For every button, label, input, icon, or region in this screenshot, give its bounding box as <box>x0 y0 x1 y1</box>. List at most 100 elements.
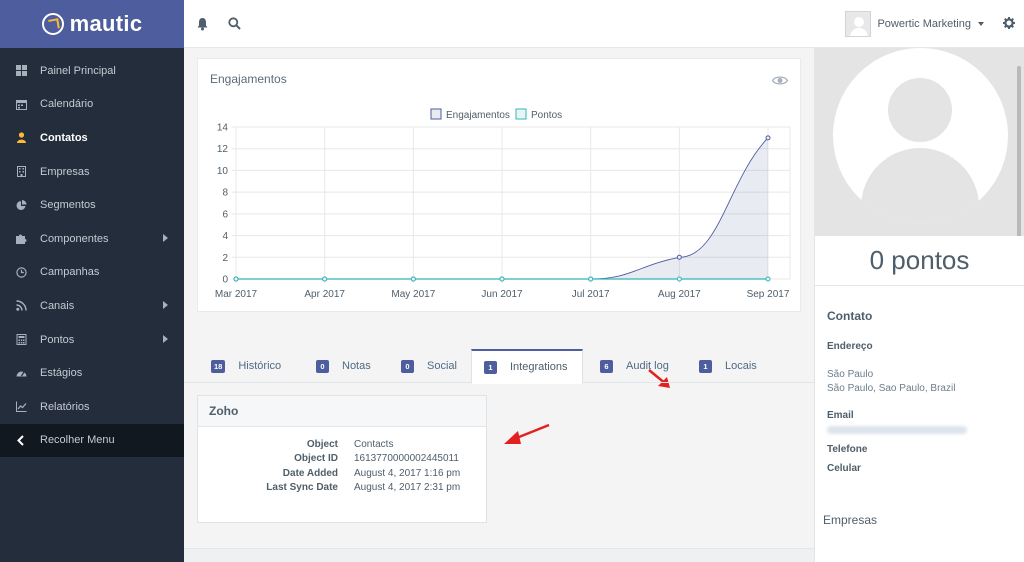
detail-key: Object <box>306 438 338 450</box>
y-tick-label: 10 <box>217 166 229 177</box>
user-menu[interactable]: Powertic Marketing <box>845 11 984 37</box>
detail-row: Date Added August 4, 2017 1:16 pm <box>198 466 486 481</box>
nav-item-campanhas[interactable]: Campanhas <box>0 256 184 290</box>
x-tick-label: Jul 2017 <box>572 289 610 300</box>
x-tick-label: Jun 2017 <box>481 289 523 300</box>
legend-label: Pontos <box>531 110 562 121</box>
y-tick-label: 0 <box>222 275 228 286</box>
submenu-caret-icon <box>163 334 168 343</box>
tab-historico[interactable]: 18 Histórico <box>199 349 293 383</box>
detail-key: Object ID <box>294 453 338 465</box>
avatar <box>845 11 872 37</box>
rss-icon <box>15 300 27 312</box>
companies-title: Empresas <box>823 513 878 527</box>
search-icon[interactable] <box>226 16 242 32</box>
nav-item-empresas[interactable]: Empresas <box>0 155 184 189</box>
contact-section-title: Contato <box>827 309 873 323</box>
detail-value: August 4, 2017 1:16 pm <box>354 467 461 479</box>
nav-label: Canais <box>40 299 75 312</box>
data-point-pontos <box>233 276 239 282</box>
legend-swatch <box>430 108 442 120</box>
nav-item-relatorios[interactable]: Relatórios <box>0 390 184 424</box>
detail-key: Last Sync Date <box>266 482 338 494</box>
y-tick-label: 8 <box>222 188 228 199</box>
y-tick-label: 12 <box>217 144 229 155</box>
dashboard-icon <box>15 65 27 77</box>
puzzle-icon <box>15 233 27 245</box>
tab-label: Integrations <box>510 361 568 373</box>
y-tick-label: 2 <box>222 253 228 264</box>
chevron-down-icon <box>978 22 984 26</box>
nav-label: Contatos <box>40 131 88 144</box>
tab-notas[interactable]: 0 Notas <box>304 349 383 383</box>
x-tick-label: Apr 2017 <box>304 289 345 300</box>
data-point-engajamentos <box>676 254 682 260</box>
data-point-pontos <box>410 276 416 282</box>
user-name: Powertic Marketing <box>877 18 971 30</box>
logo-text: mautic <box>69 11 143 36</box>
detail-row: Last Sync Date August 4, 2017 2:31 pm <box>198 481 486 496</box>
collapse-menu-button[interactable]: Recolher Menu <box>0 423 184 458</box>
gear-icon[interactable] <box>1003 16 1015 34</box>
nav-item-painel-principal[interactable]: Painel Principal <box>0 54 184 88</box>
x-tick-label: Aug 2017 <box>658 289 701 300</box>
nav-item-componentes[interactable]: Componentes <box>0 222 184 256</box>
detail-value: 1613770000002445011 <box>354 453 459 465</box>
tab-locais[interactable]: 1 Locais <box>687 349 769 383</box>
engagement-line-chart: 0 2 4 6 8 10 12 14 Mar 2017 Apr 2017 May 2017 Jun 2… <box>215 108 791 300</box>
calendar-icon <box>15 98 27 110</box>
tab-integrations[interactable]: 1 Integrations <box>471 349 583 384</box>
chart-card-title: Engajamentos <box>210 72 287 86</box>
nav-label: Pontos <box>40 333 75 346</box>
pie-chart-icon <box>15 199 27 211</box>
chevron-left-icon <box>15 434 27 446</box>
nav-item-estagios[interactable]: Estágios <box>0 356 184 390</box>
tab-label: Audit log <box>626 360 669 372</box>
contact-points: 0 pontos <box>815 236 1024 286</box>
nav-item-calendario[interactable]: Calendário <box>0 88 184 122</box>
contact-avatar <box>815 48 1024 236</box>
user-icon <box>15 132 27 144</box>
main-content: Engajamentos 0 2 4 6 8 10 12 14 Mar 2017 Apr 2017… <box>184 48 814 562</box>
eye-icon[interactable] <box>771 73 789 91</box>
tab-label: Social <box>427 360 457 372</box>
tab-count-badge: 0 <box>316 359 329 373</box>
detail-value: Contacts <box>354 438 394 450</box>
address-label: Endereço <box>827 341 873 352</box>
nav-item-canais[interactable]: Canais <box>0 289 184 323</box>
nav-label: Recolher Menu <box>40 434 115 447</box>
nav-item-pontos[interactable]: Pontos <box>0 323 184 357</box>
bell-icon[interactable] <box>194 16 210 32</box>
detail-row: Object Contacts <box>198 437 486 452</box>
nav-label: Empresas <box>40 165 90 178</box>
line-chart-icon <box>15 401 27 413</box>
data-point-pontos <box>676 276 682 282</box>
address-city: São Paulo <box>827 369 874 380</box>
tab-label: Histórico <box>238 360 282 372</box>
scrollbar[interactable] <box>1017 66 1021 236</box>
nav-item-contatos[interactable]: Contatos <box>0 121 184 155</box>
tab-audit-log[interactable]: 6 Audit log <box>588 349 681 383</box>
nav-label: Relatórios <box>40 400 90 413</box>
tab-count-badge: 1 <box>699 359 712 373</box>
clock-icon <box>15 266 27 278</box>
annotation-arrow-icon <box>504 423 550 444</box>
tab-social[interactable]: 0 Social <box>389 349 469 383</box>
x-tick-label: Mar 2017 <box>215 289 258 300</box>
legend-label: Engajamentos <box>446 110 510 121</box>
nav-item-segmentos[interactable]: Segmentos <box>0 188 184 222</box>
calculator-icon <box>15 334 27 346</box>
tab-count-badge: 1 <box>484 360 497 374</box>
top-bar: Powertic Marketing <box>184 0 1024 48</box>
contact-details-panel: 0 pontos Contato Endereço São Paulo São … <box>814 48 1024 562</box>
tab-label: Locais <box>725 360 757 372</box>
tab-count-badge: 6 <box>600 359 613 373</box>
tab-count-badge: 0 <box>401 359 414 373</box>
series-area-engajamentos <box>236 137 768 279</box>
mautic-logo[interactable]: mautic <box>0 0 184 48</box>
data-point-pontos <box>588 276 594 282</box>
nav-label: Segmentos <box>40 199 96 212</box>
y-tick-label: 14 <box>217 123 229 134</box>
email-label: Email <box>827 410 854 421</box>
data-point-pontos <box>499 276 505 282</box>
